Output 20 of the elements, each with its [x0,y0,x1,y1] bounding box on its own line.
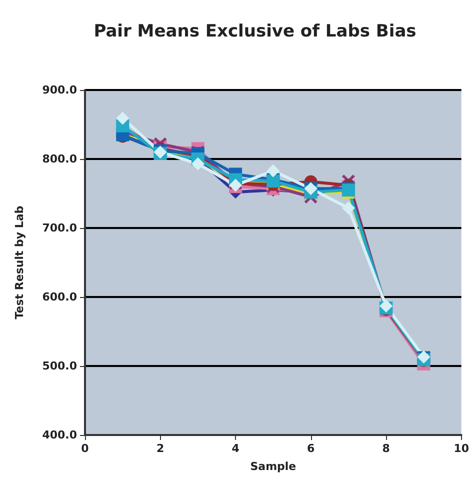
point [191,157,204,170]
x-tick-label: 0 [81,442,90,455]
x-tick-label: 2 [156,442,164,455]
x-tick-label: 10 [454,442,470,455]
y-tick-label: 800.0 [42,152,78,166]
y-tick-label: 700.0 [42,222,78,234]
y-axis-title: Test Result by Lab [13,206,26,320]
x-tick-label: 8 [382,442,390,455]
point [342,201,355,214]
x-tick-label: 6 [306,442,315,455]
point [266,164,280,178]
point [380,299,393,312]
x-tick-label: 4 [232,442,240,455]
chart-title: Pair Means Exclusive of Labs Bias [94,22,416,42]
y-tick-label: 600.0 [42,290,78,304]
y-tick-label: 400.0 [42,428,78,442]
y-tick-label: 900.0 [42,84,78,96]
x-axis-title: Sample [250,460,296,473]
y-tick-label: 500.0 [42,360,78,372]
point [116,112,130,125]
